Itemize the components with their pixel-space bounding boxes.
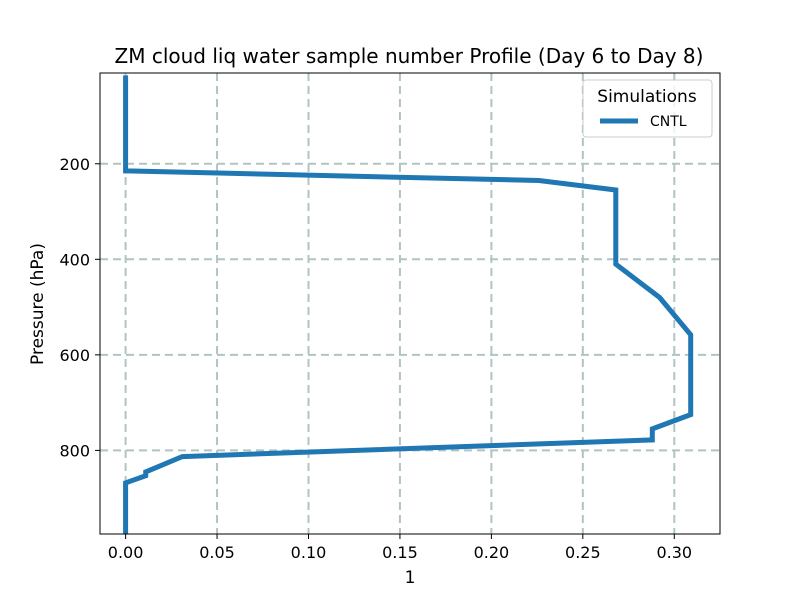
y-axis-ticks: 200 400 600 800 xyxy=(59,155,100,460)
series-line-cntl xyxy=(123,75,694,534)
x-tick-label: 0.05 xyxy=(199,543,235,562)
plot-frame xyxy=(99,72,721,535)
legend: Simulations CNTL xyxy=(582,79,713,138)
y-tick-label: 200 xyxy=(59,155,90,174)
x-tick-label: 0.10 xyxy=(291,543,327,562)
y-tick-label: 400 xyxy=(59,250,90,269)
x-tick-label: 0.30 xyxy=(656,543,692,562)
y-axis-title: Pressure (hPa) xyxy=(28,243,48,365)
x-axis-ticks: 0.00 0.05 0.10 0.15 0.20 0.25 0.30 xyxy=(108,534,692,562)
grid xyxy=(100,73,720,534)
x-tick-label: 0.20 xyxy=(474,543,510,562)
chart-title: ZM cloud liq water sample number Profile… xyxy=(115,44,704,68)
x-tick-label: 0.15 xyxy=(382,543,418,562)
legend-title: Simulations xyxy=(597,87,697,107)
y-tick-label: 800 xyxy=(59,441,90,460)
series-layer xyxy=(123,75,694,534)
legend-label-cntl: CNTL xyxy=(650,114,687,130)
x-tick-label: 0.25 xyxy=(565,543,601,562)
y-tick-label: 600 xyxy=(59,346,90,365)
x-axis-title: 1 xyxy=(405,568,416,588)
x-tick-label: 0.00 xyxy=(108,543,144,562)
